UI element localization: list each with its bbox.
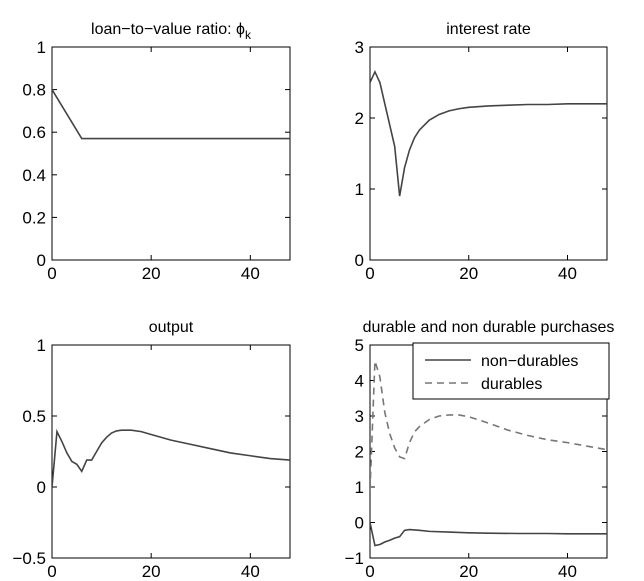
y-tick-label: 2	[355, 109, 364, 128]
panel-title: durable and non durable purchases	[363, 319, 615, 336]
x-tick-label: 40	[558, 562, 577, 581]
y-tick-label: 1	[355, 180, 364, 199]
series-line-nondurables	[370, 522, 607, 547]
y-tick-label: 0.5	[22, 407, 46, 426]
y-tick-label: 3	[355, 407, 364, 426]
x-tick-label: 20	[142, 264, 161, 283]
x-tick-label: 0	[365, 562, 374, 581]
panel-title: loan−to−value ratio: ϕk	[91, 21, 252, 42]
x-tick-label: 0	[365, 264, 374, 283]
x-tick-label: 40	[241, 264, 260, 283]
panel-2: 0 20 40 0 1 2 3 interest rate	[355, 21, 608, 283]
x-tick-label: 20	[459, 264, 478, 283]
panel-title-subscript: k	[245, 28, 252, 42]
y-tick-label: 3	[355, 38, 364, 57]
panel-title-text: loan−to−value ratio: ϕ	[91, 21, 245, 38]
series-line-durables	[370, 360, 607, 491]
y-tick-label: 0	[37, 251, 46, 270]
series-line-1	[52, 89, 290, 140]
y-tick-label: 5	[355, 336, 364, 355]
panel-title-text: output	[149, 319, 194, 336]
axes-frame	[51, 344, 291, 559]
axes-frame	[369, 46, 608, 261]
y-tick-label: 0	[355, 251, 364, 270]
x-tick-label: 0	[47, 264, 56, 283]
y-tick-label: 1	[355, 478, 364, 497]
y-tick-label: 4	[355, 372, 364, 391]
x-tick-label: 20	[142, 562, 161, 581]
y-tick-label: 0.4	[22, 166, 46, 185]
legend-label: durables	[481, 376, 542, 393]
y-tick-label: 0.2	[22, 208, 46, 227]
axes-frame	[51, 46, 291, 261]
series-line-1	[370, 69, 607, 197]
panel-title: output	[149, 319, 194, 336]
y-tick-label: −0.5	[12, 549, 46, 568]
panel-title-text: durable and non durable purchases	[363, 319, 615, 336]
y-tick-label: −1	[345, 549, 364, 568]
legend-label: non−durables	[481, 353, 578, 370]
x-tick-label: 40	[558, 264, 577, 283]
series-line-1	[52, 428, 290, 488]
x-tick-label: 0	[47, 562, 56, 581]
x-tick-label: 20	[459, 562, 478, 581]
y-tick-label: 0	[37, 478, 46, 497]
y-tick-label: 0	[355, 514, 364, 533]
y-tick-label: 1	[37, 336, 46, 355]
y-tick-label: 2	[355, 443, 364, 462]
y-tick-label: 0.8	[22, 81, 46, 100]
x-tick-label: 40	[241, 562, 260, 581]
panel-1: 0 20 40 0 0.2 0.4 0.6 0.8 1 loan−to−value ratio: …	[22, 21, 291, 283]
panel-title: interest rate	[446, 21, 531, 38]
y-tick-label: 1	[37, 38, 46, 57]
legend-box	[412, 342, 610, 400]
legend: non−durables durables	[412, 342, 610, 400]
y-tick-label: 0.6	[22, 123, 46, 142]
panel-title-text: interest rate	[446, 21, 531, 38]
